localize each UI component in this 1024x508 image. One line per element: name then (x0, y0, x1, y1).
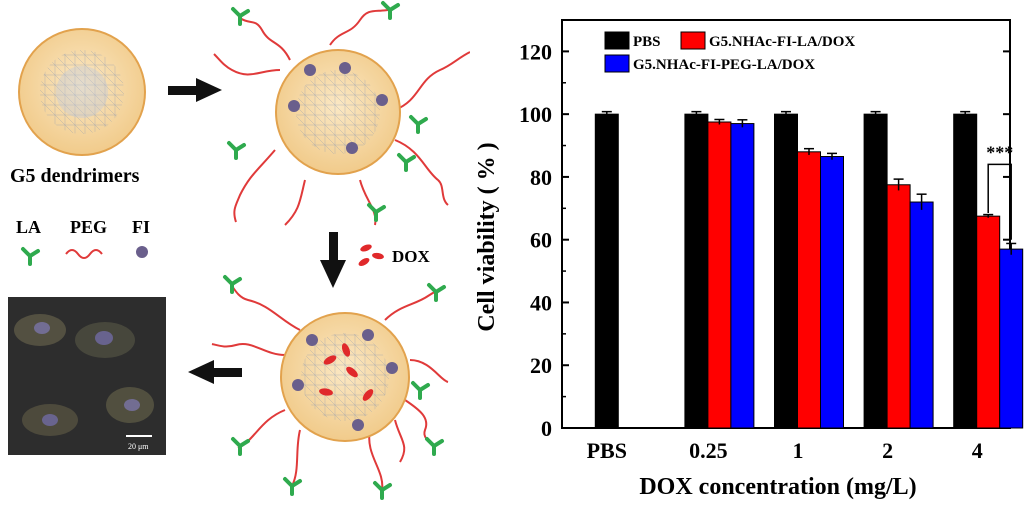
dendrimer-functionalized (213, 1, 470, 226)
legend-peg-label: PEG (70, 217, 107, 237)
x-tick-label: 1 (793, 438, 804, 463)
chart-bars (594, 110, 1024, 429)
y-tick-label: 40 (530, 290, 552, 315)
legend-label: G5.NHAc-FI-LA/DOX (709, 34, 855, 50)
legend-label: PBS (633, 34, 661, 50)
bar-g5-nhac-fi-peg-la-dox-2 (909, 201, 934, 429)
bar-pbs-2 (863, 113, 888, 429)
bar-pbs-1 (774, 113, 798, 429)
legend-fi-label: FI (132, 217, 150, 237)
y-tick-label: 80 (530, 165, 552, 190)
bar-pbs-4 (953, 113, 978, 429)
x-tick-label: 2 (882, 438, 893, 463)
dox-label: DOX (392, 247, 431, 266)
arrow-down-icon (320, 232, 346, 288)
chart-axes: 0 20 40 60 80 100 120 PBS 0.25 1 2 4 (519, 19, 1011, 463)
significance-stars: *** (986, 142, 1013, 162)
synthesis-scheme: G5 dendrimers (8, 1, 470, 500)
bar-pbs-0.25 (684, 113, 709, 429)
y-tick-label: 100 (519, 102, 552, 127)
y-tick-label: 0 (541, 416, 552, 441)
bar-g5-nhac-fi-la-dox-1 (797, 151, 821, 429)
legend-la-label: LA (16, 217, 41, 237)
legend-swatch (604, 31, 630, 50)
arrow-left-icon (188, 360, 242, 384)
bar-g5-nhac-fi-la-dox-4 (976, 215, 1001, 429)
significance-annotation: *** (986, 142, 1013, 240)
y-axis-label: Cell viability ( % ) (474, 142, 500, 331)
x-axis-label: DOX concentration (mg/L) (639, 474, 916, 500)
x-tick-label: 4 (972, 438, 983, 463)
y-tick-label: 20 (530, 353, 552, 378)
bar-pbs-PBS (594, 113, 619, 429)
peg-chain-icon (65, 249, 103, 259)
bar-g5-nhac-fi-peg-la-dox-4 (999, 248, 1024, 429)
g5-dendrimer-bare (18, 28, 146, 156)
dendrimer-label: G5 dendrimers (10, 165, 140, 187)
dendrimer-dox-loaded (211, 275, 449, 500)
x-tick-label: PBS (587, 438, 627, 463)
bar-g5-nhac-fi-peg-la-dox-0.25 (730, 123, 755, 429)
significance-bracket (987, 163, 1012, 240)
scale-bar-label: 20 μm (128, 442, 149, 451)
x-tick-label: 0.25 (689, 438, 728, 463)
dox-molecule-icon (358, 244, 384, 266)
legend-label: G5.NHAc-FI-PEG-LA/DOX (633, 57, 815, 73)
chart-legend: PBS G5.NHAc-FI-LA/DOX G5.NHAc-FI-PEG-LA/DO… (604, 31, 855, 73)
arrow-right-icon (168, 78, 222, 102)
legend-swatch (604, 54, 630, 73)
fluorescence-micrograph: 20 μm (8, 297, 166, 455)
y-tick-label: 60 (530, 228, 552, 253)
bar-g5-nhac-fi-la-dox-0.25 (707, 121, 732, 429)
bar-g5-nhac-fi-la-dox-2 (886, 184, 911, 429)
legend-swatch (680, 31, 706, 50)
fi-sphere-icon (136, 246, 148, 258)
y-tick-label: 120 (519, 39, 552, 64)
bar-g5-nhac-fi-peg-la-dox-1 (820, 156, 844, 429)
